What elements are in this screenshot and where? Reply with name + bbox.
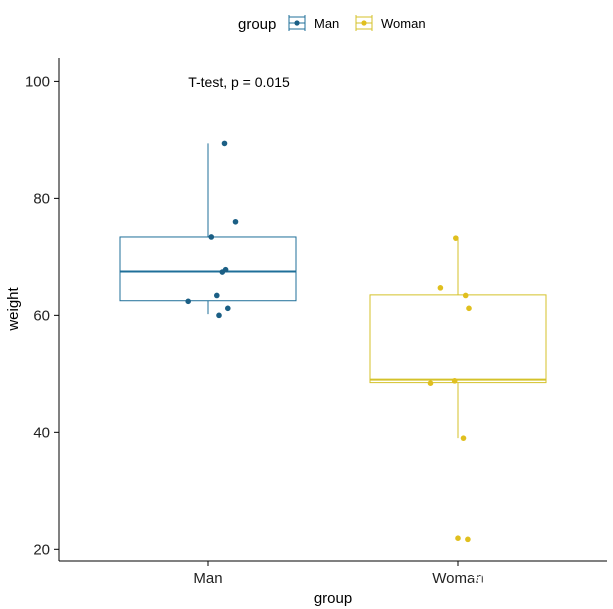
data-point (221, 140, 228, 147)
x-tick-label: Woman (432, 570, 483, 587)
legend-label-woman: Woman (381, 16, 426, 31)
y-tick-label: 20 (33, 541, 50, 558)
data-point (185, 298, 191, 305)
y-tick-label: 80 (33, 190, 50, 207)
plot-area (119, 140, 547, 543)
data-point (208, 234, 215, 240)
y-axis-title: weight (5, 286, 22, 331)
data-point (427, 380, 434, 386)
watermark-text: 知乎 @组学大讲堂 (472, 569, 605, 588)
data-point (455, 535, 461, 541)
box-group-man (119, 140, 297, 319)
y-axis-ticks: 20 40 60 80 100 (25, 73, 59, 558)
data-point (232, 218, 239, 225)
legend-title: group (238, 16, 276, 33)
data-point (219, 269, 226, 275)
x-tick-label: Man (193, 570, 222, 587)
data-point (216, 312, 222, 319)
y-tick-label: 60 (33, 307, 50, 324)
data-point (225, 305, 231, 312)
data-point (462, 292, 469, 299)
legend-entry-man: Man (288, 15, 339, 31)
ttest-annotation: T-test, p = 0.015 (188, 74, 290, 90)
legend: group Man Woman (238, 15, 426, 33)
data-point (437, 285, 444, 291)
x-axis-ticks: Man Woman (193, 561, 484, 587)
data-point (451, 378, 458, 384)
box (369, 294, 547, 384)
data-point (460, 435, 467, 441)
x-axis-title: group (314, 590, 352, 607)
data-point (465, 536, 471, 543)
legend-label-man: Man (314, 16, 339, 31)
data-point (466, 305, 472, 312)
y-tick-label: 40 (33, 424, 50, 441)
box (119, 236, 297, 302)
y-tick-label: 100 (25, 73, 50, 90)
data-point (214, 292, 220, 299)
legend-entry-woman: Woman (355, 15, 426, 31)
data-point (453, 235, 459, 241)
box-group-woman (369, 235, 547, 543)
